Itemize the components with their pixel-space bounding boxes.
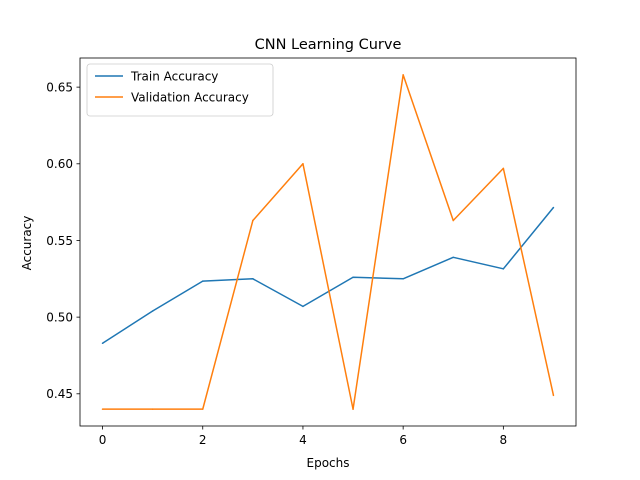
data-point-train-accuracy — [402, 278, 404, 280]
x-axis-label: Epochs — [307, 456, 350, 470]
data-point-validation-accuracy — [552, 394, 555, 397]
y-tick-label: 0.55 — [46, 234, 73, 248]
data-point-validation-accuracy — [352, 408, 354, 410]
data-point-train-accuracy — [101, 342, 104, 344]
data-point-validation-accuracy — [201, 408, 204, 410]
data-point-validation-accuracy — [502, 167, 505, 170]
data-point-validation-accuracy — [402, 74, 404, 76]
data-point-validation-accuracy — [101, 408, 104, 410]
data-point-train-accuracy — [201, 280, 204, 282]
data-point-train-accuracy — [552, 206, 555, 209]
x-tick-label: 2 — [199, 433, 207, 447]
data-point-train-accuracy — [452, 256, 455, 259]
data-point-validation-accuracy — [302, 163, 304, 165]
x-axis: 0 2 4 6 8 — [99, 426, 507, 447]
data-point-train-accuracy — [151, 310, 154, 312]
legend-label: Validation Accuracy — [131, 90, 249, 104]
y-tick-label: 0.60 — [46, 157, 73, 171]
x-tick-label: 8 — [500, 433, 508, 447]
data-point-validation-accuracy — [452, 219, 455, 222]
series-line-validation-accuracy — [102, 74, 555, 410]
data-point-validation-accuracy — [252, 219, 254, 222]
data-point-train-accuracy — [352, 276, 354, 279]
x-tick-label: 0 — [99, 433, 107, 447]
series-group — [101, 74, 555, 410]
x-tick-label: 4 — [299, 433, 307, 447]
legend: Train Accuracy Validation Accuracy — [86, 63, 274, 117]
y-tick-label: 0.50 — [46, 310, 73, 324]
y-axis-label: Accuracy — [20, 216, 34, 271]
y-axis: 0.45 0.50 0.55 0.60 0.65 — [46, 80, 80, 401]
y-tick-label: 0.65 — [46, 80, 73, 94]
legend-box — [86, 63, 274, 117]
y-tick-label: 0.45 — [46, 387, 73, 401]
data-point-validation-accuracy — [151, 408, 154, 410]
legend-label: Train Accuracy — [130, 69, 218, 83]
plot-area — [79, 57, 577, 427]
data-point-train-accuracy — [302, 305, 304, 308]
series-line-train-accuracy — [102, 207, 555, 344]
data-point-train-accuracy — [502, 268, 505, 270]
data-point-train-accuracy — [252, 278, 254, 280]
plot-frame — [79, 57, 577, 427]
chart-title: CNN Learning Curve — [255, 37, 402, 53]
x-tick-label: 6 — [399, 433, 407, 447]
